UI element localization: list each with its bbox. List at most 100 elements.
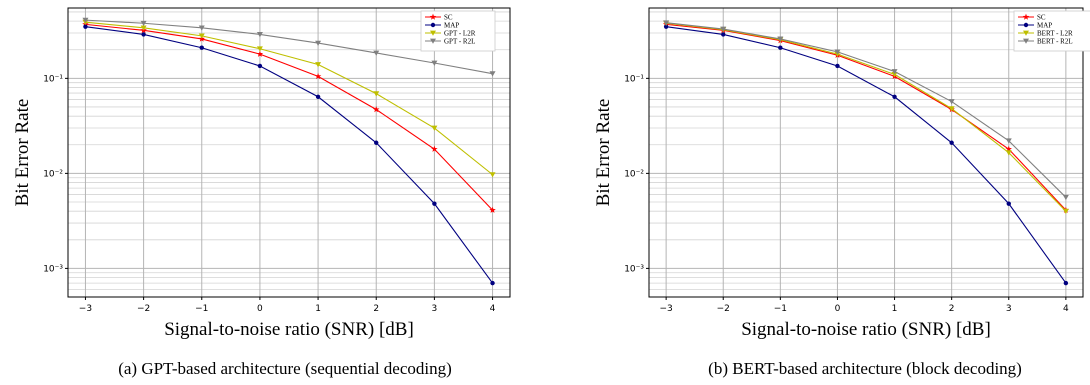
x-tick-label: 1 (315, 304, 321, 314)
legend-label: BERT - L2R (1037, 30, 1073, 38)
data-point-r2l (256, 32, 263, 38)
x-axis-title: Signal-to-noise ratio (SNR) [dB] (164, 319, 414, 340)
data-point-sc (1005, 145, 1012, 152)
x-tick-label: 2 (373, 304, 379, 314)
x-tick-label: 0 (835, 304, 841, 314)
data-point-l2r (256, 46, 263, 52)
data-point-r2l (1005, 138, 1012, 144)
data-point-map (663, 24, 669, 29)
legend-label: MAP (1037, 22, 1052, 30)
data-point-map (1063, 280, 1069, 286)
data-point-l2r (1005, 150, 1012, 156)
series-line-r2l (666, 22, 1067, 198)
data-point-r2l (373, 50, 380, 56)
plot-frame (648, 7, 1084, 298)
data-point-map (257, 63, 263, 69)
legend-label: MAP (444, 22, 459, 30)
x-tick-label: 4 (1063, 304, 1069, 314)
data-point-l2r (431, 125, 438, 131)
x-axis-title: Signal-to-noise ratio (SNR) [dB] (741, 319, 991, 340)
legend-marker (1023, 30, 1029, 36)
y-tick-label: 10⁻¹ (624, 74, 644, 84)
y-tick-label: 10⁻² (624, 169, 644, 179)
data-point-sc (373, 106, 380, 113)
data-point-l2r (891, 72, 898, 78)
data-point-r2l (834, 49, 841, 55)
legend-label: GPT - R2L (444, 38, 475, 46)
series-line-sc (85, 23, 493, 211)
data-point-r2l (431, 60, 438, 66)
y-tick-label: 10⁻¹ (43, 74, 63, 84)
legend-marker (430, 22, 436, 28)
x-tick-label: −3 (659, 304, 672, 314)
series-line-r2l (85, 19, 493, 75)
data-point-l2r (198, 33, 205, 39)
data-point-map (490, 280, 495, 286)
x-tick-label: −2 (717, 304, 730, 314)
data-point-l2r (315, 62, 322, 68)
legend-label: GPT - L2R (444, 30, 476, 38)
figure-caption: (a) GPT-based architecture (sequential d… (118, 359, 452, 378)
data-point-map (835, 63, 840, 69)
data-point-l2r (140, 25, 147, 31)
x-tick-label: 0 (257, 304, 263, 314)
data-point-r2l (82, 17, 89, 23)
x-tick-label: −3 (79, 304, 92, 314)
legend-label: SC (444, 14, 453, 22)
x-tick-label: 2 (949, 304, 955, 314)
legend-marker (430, 38, 436, 44)
data-point-r2l (663, 20, 670, 26)
y-axis-title: Bit Error Rate (12, 99, 33, 207)
data-point-map (778, 45, 783, 50)
data-point-sc (489, 206, 496, 213)
data-point-l2r (1062, 208, 1069, 214)
legend-label: BERT - R2L (1037, 38, 1073, 46)
data-point-map (315, 94, 321, 99)
data-point-map (1006, 201, 1011, 206)
data-point-r2l (315, 40, 322, 46)
data-point-map (83, 24, 88, 29)
data-point-sc (431, 145, 438, 152)
figure-caption: (b) BERT-based architecture (block decod… (708, 359, 1022, 378)
series-line-map (85, 26, 493, 284)
data-point-r2l (489, 71, 496, 77)
data-point-map (199, 45, 204, 50)
legend-marker (1023, 22, 1029, 28)
data-point-map (721, 32, 726, 37)
data-point-sc (256, 50, 264, 57)
legend-label: SC (1037, 14, 1046, 22)
data-point-l2r (489, 172, 496, 178)
data-point-r2l (891, 69, 898, 75)
y-tick-label: 10⁻³ (624, 264, 644, 274)
series-line-l2r (85, 21, 493, 176)
data-point-map (892, 94, 897, 99)
data-point-r2l (1062, 194, 1069, 201)
data-point-r2l (720, 26, 727, 32)
legend-marker (430, 30, 436, 36)
legend-marker (1022, 13, 1030, 20)
data-point-map (141, 32, 146, 37)
series-line-sc (666, 23, 1067, 211)
data-point-r2l (140, 20, 147, 27)
y-axis-title: Bit Error Rate (593, 99, 614, 207)
data-point-l2r (948, 106, 955, 112)
series-line-l2r (666, 22, 1067, 212)
x-tick-label: 3 (1006, 304, 1012, 314)
x-tick-label: −1 (774, 304, 787, 314)
data-point-r2l (198, 25, 205, 31)
data-point-map (432, 201, 437, 206)
x-tick-label: −2 (137, 304, 150, 314)
x-tick-label: 1 (892, 304, 898, 314)
data-point-r2l (777, 36, 784, 42)
data-point-sc (314, 72, 322, 80)
legend-marker (1023, 38, 1029, 44)
series-line-map (666, 26, 1067, 284)
data-point-map (949, 140, 954, 145)
plot-frame (67, 7, 511, 298)
data-point-map (374, 140, 379, 145)
x-tick-label: 3 (432, 304, 438, 314)
